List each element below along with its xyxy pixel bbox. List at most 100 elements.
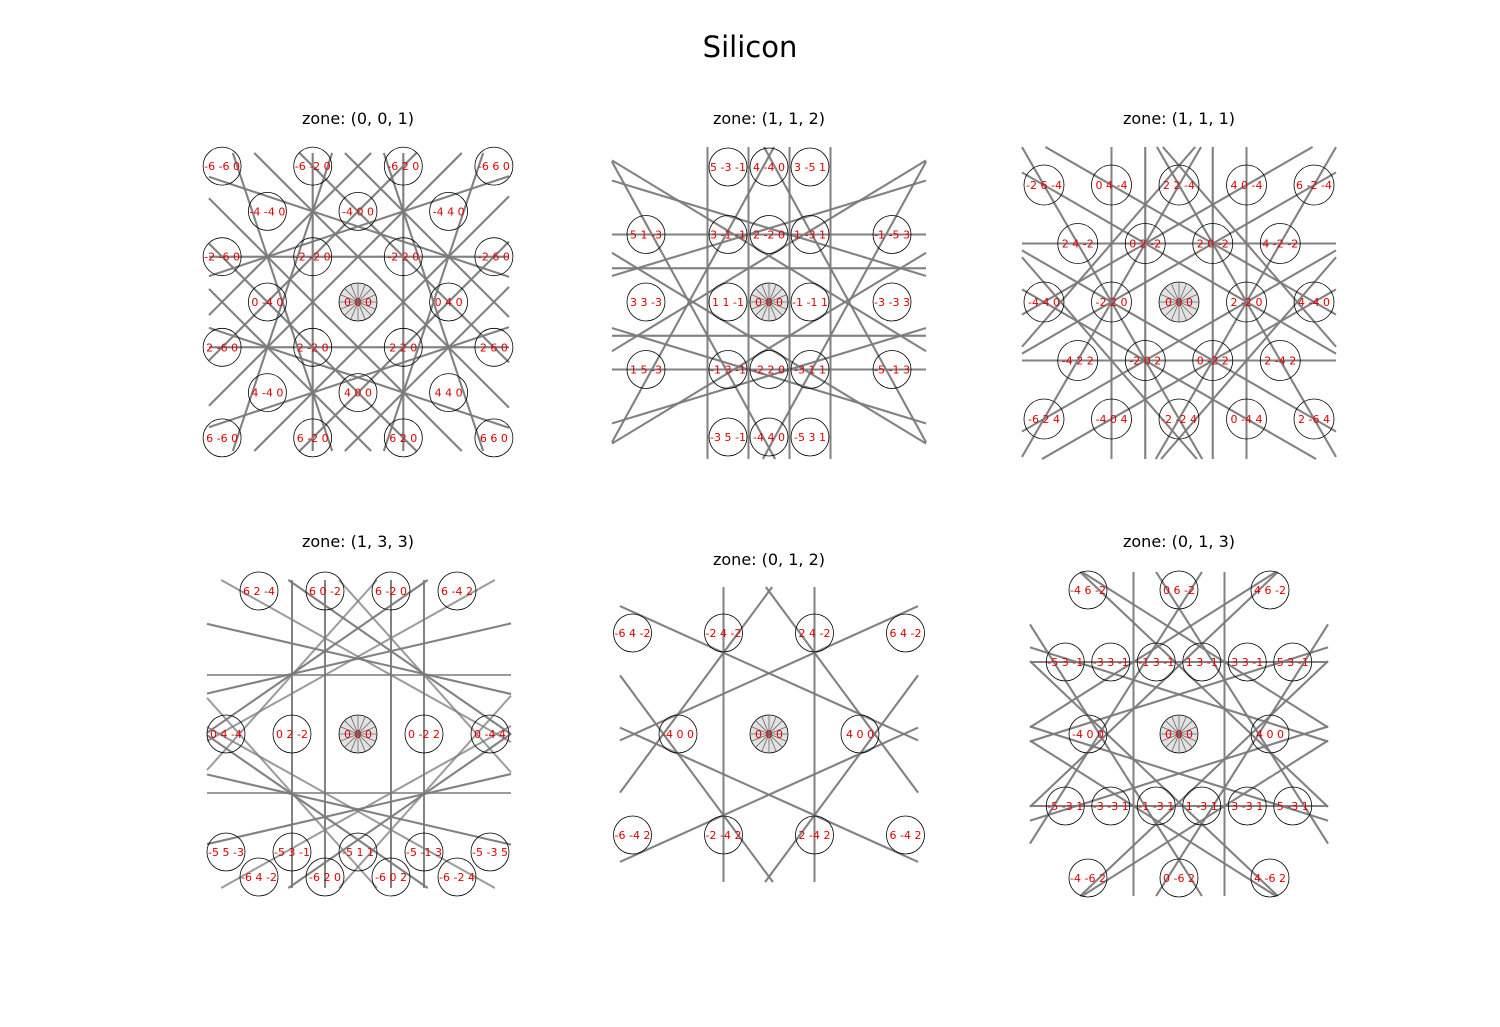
hkl-label: 6 -4 2: [890, 829, 922, 842]
disk: [1091, 642, 1131, 682]
diffraction-spot: 0 6 -2: [1159, 570, 1199, 610]
diffraction-spot: 6 -6 0: [202, 418, 242, 458]
hkl-label: -4 0 0: [1072, 728, 1104, 741]
hkl-label: 3 -5 1: [794, 161, 826, 174]
diffraction-spot: 1 1 -1: [708, 282, 748, 322]
hkl-label: -2 -2 4: [1161, 413, 1197, 426]
diffraction-spot: 0 -4 4: [1226, 398, 1267, 440]
diffraction-spot: -2 2 0: [749, 350, 789, 389]
disk: [704, 815, 743, 855]
diffraction-spot: 6 -2 0: [293, 418, 333, 458]
disk: [239, 857, 279, 897]
disk: [1226, 281, 1267, 323]
diffraction-spot: 3 -1 -1: [708, 215, 748, 254]
disk: [708, 350, 748, 389]
disk: [305, 571, 345, 611]
diffraction-spot: 5 -3 1: [1273, 786, 1313, 826]
disk: [1045, 786, 1085, 826]
disk: [305, 857, 345, 897]
kikuchi-lines: [611, 146, 927, 460]
kikuchi-line: [1155, 571, 1329, 845]
hkl-label: -4 -4 0: [249, 205, 285, 218]
diffraction-spot: 6 -2 -4: [1293, 164, 1335, 206]
disk: [1057, 340, 1099, 381]
diffraction-spot: 5 3 -1: [1273, 642, 1313, 682]
disk: [790, 417, 830, 457]
diffraction-spot: -6 2 4: [1023, 398, 1065, 440]
hkl-label: 0 -4 4: [474, 728, 506, 741]
hkl-label: -4 -6 2: [1070, 872, 1106, 885]
hkl-label: 2 -4 2: [799, 829, 831, 842]
disk: [1091, 786, 1131, 826]
diffraction-spot: 6 -4 2: [437, 571, 477, 611]
hkl-label: 3 3 -1: [1231, 656, 1263, 669]
hkl-label: 1 1 -1: [712, 296, 744, 309]
disk: [383, 237, 423, 277]
disk: [1273, 642, 1313, 682]
disk: [1250, 570, 1290, 610]
disk: [202, 327, 242, 367]
disk: [1227, 642, 1267, 682]
disk: [1159, 858, 1199, 898]
kikuchi-line: [208, 175, 510, 278]
center-disk: 0 0 0: [749, 714, 789, 754]
diffraction-spot: 2 4 -2: [1057, 223, 1099, 264]
diffraction-spot: 4 0 0: [1250, 714, 1290, 754]
diffraction-spot: -2 2 0: [1091, 281, 1132, 323]
diffraction-spot: -2 6 0: [474, 237, 514, 277]
diffraction-spot: -3 1 1: [790, 350, 830, 389]
disk: [790, 282, 830, 322]
zone-panel-2: 5 -3 -1 4 -4 0 3 -5 1 5 1 -3 3 -1 -1 2 -2 0 1 …: [611, 109, 927, 460]
disk: [1182, 642, 1222, 682]
diffraction-spot: -6 6 0: [474, 146, 514, 186]
hkl-label: 0 2 -2: [1129, 238, 1161, 251]
hkl-label: -2 -2 0: [295, 251, 331, 264]
disk: [206, 832, 246, 872]
hkl-label: -2 -4 2: [706, 829, 742, 842]
kikuchi-line: [208, 152, 463, 407]
hkl-label: 2 2 0: [389, 341, 417, 354]
disk: [383, 418, 423, 458]
diffraction-spot: 3 3 -1: [1227, 642, 1267, 682]
zone-panel-5: -6 4 -2 -2 4 -2 2 4 -2 6 4 -2 -4 0 0 0 0 0 4 0…: [613, 550, 925, 883]
hkl-label: 0 2 -2: [276, 728, 308, 741]
diffraction-spot: 4 4 0: [429, 373, 469, 413]
diffraction-spot: 0 -2 2: [404, 714, 444, 754]
disk: [795, 613, 834, 653]
disk: [708, 282, 748, 322]
kikuchi-line: [208, 197, 463, 452]
diffraction-spot: -6 -4 2: [613, 815, 652, 855]
hkl-label: -3 -3 1: [1093, 800, 1129, 813]
hkl-label: 6 -2 0: [375, 585, 407, 598]
hkl-label: -5 -1 3: [874, 364, 910, 377]
diffraction-spot: 2 2 0: [383, 327, 423, 367]
diffraction-spot: -4 0 0: [1068, 714, 1108, 754]
diffraction-spot: 1 -3 1: [790, 215, 830, 254]
hkl-label: 6 0 -2: [309, 585, 341, 598]
diffraction-spot: -6 4 -2: [239, 857, 279, 897]
diffraction-spot: -5 1 1: [338, 832, 378, 872]
disk: [202, 237, 242, 277]
disk: [1159, 570, 1199, 610]
kikuchi-line: [253, 195, 510, 452]
disk: [338, 373, 378, 413]
kikuchi-line: [208, 152, 418, 362]
disk: [790, 147, 830, 187]
disk: [371, 571, 411, 611]
diffraction-spot: -5 3 -1: [272, 832, 312, 872]
hkl-label: 6 -6 0: [206, 432, 238, 445]
diffraction-spot: 3 -3 1: [1227, 786, 1267, 826]
disk: [749, 215, 789, 254]
kikuchi-line: [1029, 571, 1279, 808]
diffraction-spot: 0 2 -2: [1124, 223, 1166, 264]
diffraction-spot: 0 -4 0: [247, 282, 287, 322]
hkl-label: 6 -2 0: [297, 432, 329, 445]
hkl-label: -2 2 0: [1096, 296, 1128, 309]
hkl-label: -5 1 1: [342, 846, 374, 859]
hkl-label: -5 5 -3: [208, 846, 244, 859]
diffraction-spot: 4 -4 0: [247, 373, 287, 413]
diffraction-spot: 2 -4 2: [1259, 340, 1301, 381]
diffraction-spot: -5 -1 3: [404, 832, 444, 872]
diffraction-spot: 6 6 0: [474, 418, 514, 458]
zone-title: zone: (1, 1, 1): [1123, 109, 1235, 128]
